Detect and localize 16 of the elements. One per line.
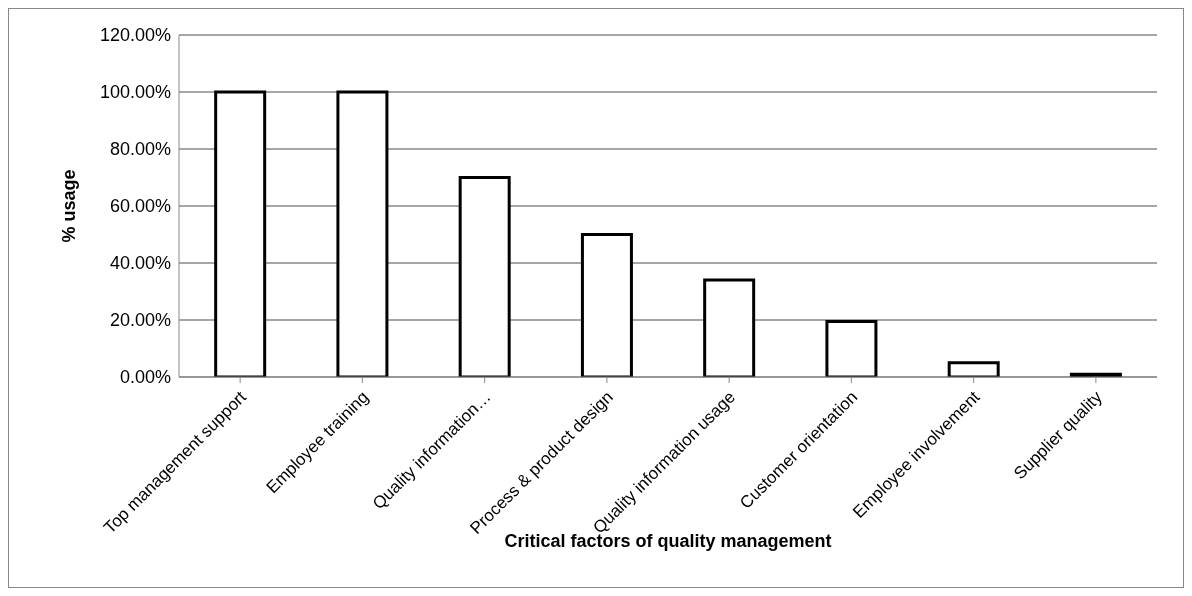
bar	[825, 319, 878, 377]
y-tick-label: 120.00%	[99, 25, 171, 46]
bar	[336, 90, 389, 377]
y-tick-label: 0.00%	[119, 367, 171, 388]
y-tick-label: 80.00%	[109, 139, 171, 160]
y-tick-label: 20.00%	[109, 310, 171, 331]
y-axis-title: % usage	[59, 169, 80, 243]
y-tick-label: 40.00%	[109, 253, 171, 274]
bar	[703, 278, 756, 377]
x-axis-title: Critical factors of quality management	[504, 531, 832, 551]
y-tick-label: 60.00%	[109, 196, 171, 217]
bar	[947, 361, 1000, 377]
bar	[458, 176, 511, 377]
y-tick-label: 100.00%	[99, 82, 171, 103]
bar	[580, 233, 633, 377]
bar	[214, 90, 267, 377]
